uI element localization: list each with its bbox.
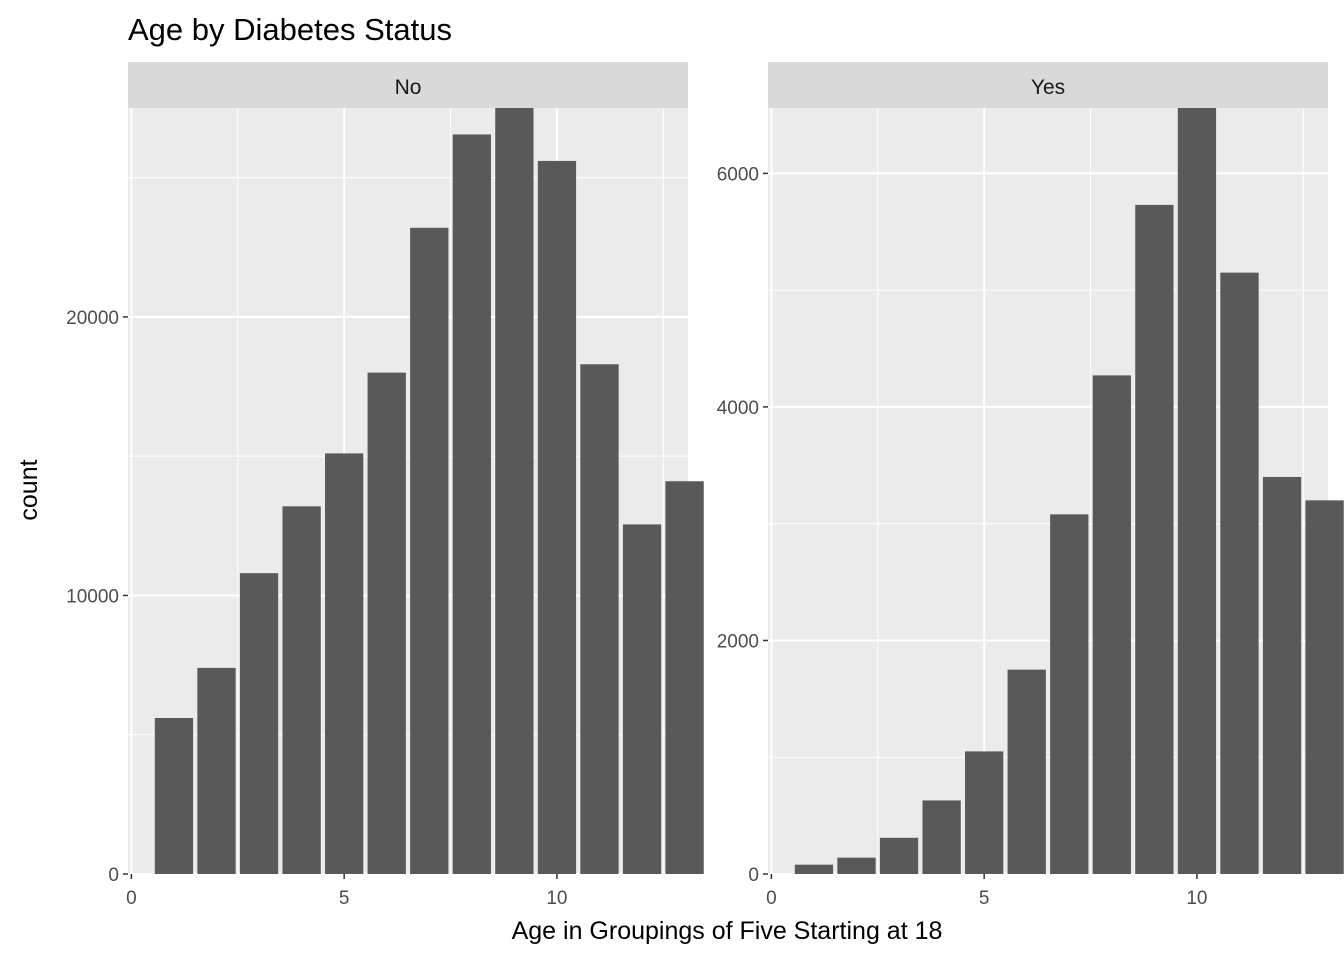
panel-yes: Yes 0 2000 4000 6000 0 5 10: [717, 62, 1344, 909]
y-tick-label: 2000: [717, 631, 759, 652]
y-axis-title: count: [15, 459, 43, 520]
x-axis-title: Age in Groupings of Five Starting at 18: [512, 917, 943, 945]
bar-yes-13: [1305, 500, 1344, 874]
bar-yes-12: [1262, 476, 1302, 874]
y-tick-label: 0: [748, 865, 759, 886]
bar-yes-6: [1007, 669, 1046, 874]
x-tick-label: 5: [979, 888, 990, 909]
bar-no-8: [452, 134, 491, 875]
x-tick-label: 0: [766, 888, 777, 909]
y-tick-label: 4000: [717, 398, 759, 419]
bar-no-10: [537, 160, 577, 874]
y-tick-label: 0: [108, 865, 119, 886]
x-tick-label: 0: [126, 888, 137, 909]
bar-yes-7: [1050, 514, 1089, 874]
bar-no-2: [197, 667, 236, 874]
bar-no-5: [325, 453, 364, 874]
bar-no-6: [367, 372, 406, 874]
bar-yes-10: [1177, 108, 1217, 874]
panel-no: No 0 10000 20000 0 5 10: [66, 62, 704, 909]
bar-yes-8: [1092, 375, 1131, 874]
bar-yes-4: [922, 800, 961, 874]
bar-no-4: [282, 506, 321, 874]
x-tick-label: 10: [1186, 888, 1207, 909]
bar-no-13: [665, 481, 704, 874]
x-tick-label: 5: [339, 888, 350, 909]
bar-no-3: [239, 573, 279, 874]
facet-label-yes: Yes: [1031, 76, 1065, 99]
bar-no-12: [622, 524, 662, 874]
facet-strip-yes: [768, 62, 1328, 108]
bar-no-11: [580, 364, 619, 874]
bar-no-9: [495, 108, 534, 874]
bar-yes-1: [794, 864, 834, 874]
y-tick-label: 20000: [66, 308, 119, 329]
bar-yes-3: [879, 837, 919, 874]
facet-label-no: No: [395, 76, 422, 99]
y-tick-label: 10000: [66, 586, 119, 607]
y-tick-label: 6000: [717, 164, 759, 185]
bar-no-1: [154, 718, 194, 874]
bar-yes-5: [965, 751, 1004, 874]
facet-strip-no: [128, 62, 688, 108]
chart-title: Age by Diabetes Status: [128, 12, 452, 47]
bar-yes-2: [837, 857, 876, 874]
x-tick-label: 10: [546, 888, 567, 909]
panels-layer: No 0 10000 20000 0 5 10 Yes 0 2000 4000 6000 0 5 10: [66, 62, 1344, 909]
bar-yes-11: [1220, 272, 1259, 874]
bar-no-7: [410, 227, 449, 875]
bar-yes-9: [1135, 204, 1174, 875]
